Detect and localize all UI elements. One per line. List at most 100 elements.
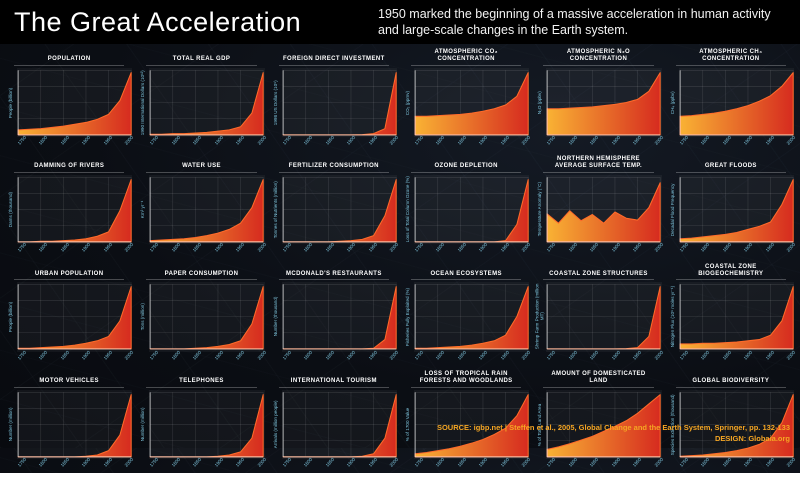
x-tick-label: 1800 <box>38 456 49 468</box>
chart-x-ticks: 1750 1800 1850 1900 1950 2000 <box>414 135 532 151</box>
x-tick-label: 2000 <box>785 456 797 468</box>
chart-title: Fertilizer Consumption <box>278 155 389 174</box>
x-tick-label: 1800 <box>435 135 446 146</box>
x-tick-label: 1950 <box>764 242 775 254</box>
area-chart <box>679 284 794 350</box>
chart-body: CO₂ (ppmv) <box>403 68 530 138</box>
x-tick-label: 1950 <box>234 456 246 468</box>
chart-plot-area <box>17 282 133 352</box>
chart-plot-area <box>546 175 662 245</box>
x-tick-label: 1750 <box>413 456 425 468</box>
area-chart <box>679 70 794 136</box>
page-subtitle: 1950 marked the beginning of a massive a… <box>378 6 771 37</box>
chart-cell: Northern Hemisphere Average Surface Temp… <box>535 155 664 258</box>
chart-body: Km³ yr⁻¹ <box>138 175 265 245</box>
chart-x-ticks: 1750 1800 1850 1900 1950 2000 <box>545 456 664 473</box>
x-tick-label: 1850 <box>588 135 600 146</box>
x-tick-label: 1950 <box>102 456 114 468</box>
chart-cell: Coastal Zone Biogeochemistry Nitrogen Fl… <box>668 262 796 365</box>
chart-cell: Atmospheric CO₂ Concentration CO₂ (ppmv)… <box>403 48 532 151</box>
x-tick-label: 1900 <box>610 135 621 146</box>
chart-title: McDonald's Restaurants <box>278 262 389 281</box>
chart-body: Shrimp Farm Production (million MT) <box>535 282 662 352</box>
x-tick-label: 1900 <box>742 456 754 468</box>
chart-body: People (billion) <box>6 68 133 138</box>
area-chart <box>546 284 662 350</box>
chart-body: Number (thousand) <box>271 282 397 352</box>
chart-body: Decadal Flood Frequency <box>668 175 794 245</box>
x-tick-label: 1750 <box>545 135 557 146</box>
chart-cell: Ocean Ecosystems Fisheries Fully Exploit… <box>403 262 532 366</box>
x-tick-label: 2000 <box>256 242 267 254</box>
chart-x-ticks: 1750 1800 1850 1900 1950 2000 <box>414 349 532 366</box>
x-tick-label: 1800 <box>699 349 711 361</box>
x-tick-label: 1850 <box>324 349 335 361</box>
chart-title: Ocean Ecosystems <box>411 262 522 281</box>
x-tick-label: 1950 <box>499 456 511 468</box>
chart-body: Loss of Total Column Ozone (%) <box>403 175 530 245</box>
x-tick-label: 1850 <box>59 242 71 254</box>
chart-x-ticks: 1750 1800 1850 1900 1950 2000 <box>17 456 135 473</box>
chart-body: Dams (thousand) <box>6 175 133 245</box>
x-tick-label: 2000 <box>653 242 664 254</box>
chart-cell: Water Use Km³ yr⁻¹ 1750 1800 1850 1900 1950 2… <box>138 155 266 258</box>
x-tick-label: 1750 <box>281 242 292 254</box>
chart-plot-area <box>281 175 397 245</box>
chart-x-ticks: 1750 1800 1850 1900 1950 2000 <box>546 242 664 258</box>
x-tick-label: 1750 <box>678 135 689 146</box>
area-chart <box>546 177 662 243</box>
chart-plot-area <box>149 389 265 459</box>
x-tick-label: 1750 <box>413 242 425 254</box>
x-tick-label: 2000 <box>256 135 267 146</box>
chart-x-ticks: 1750 1800 1850 1900 1950 2000 <box>149 349 267 366</box>
x-tick-label: 2000 <box>520 456 532 468</box>
chart-x-ticks: 1750 1800 1850 1900 1950 2000 <box>678 135 796 151</box>
x-tick-label: 1900 <box>81 135 92 146</box>
x-tick-label: 1900 <box>213 456 224 468</box>
x-tick-label: 1950 <box>764 135 775 146</box>
x-tick-label: 2000 <box>520 349 532 361</box>
x-tick-label: 1800 <box>567 349 579 361</box>
charts-grid: Population People (billion) 1750 1800 1850… <box>6 48 796 467</box>
chart-title: Total Real GDP <box>146 48 257 66</box>
x-tick-label: 1850 <box>721 135 732 146</box>
x-tick-label: 1900 <box>345 349 357 361</box>
chart-y-axis-label: CO₂ (ppmv) <box>405 90 411 115</box>
chart-cell: Ozone Depletion Loss of Total Column Ozo… <box>403 155 532 258</box>
chart-plot-area <box>546 282 662 352</box>
x-tick-label: 1800 <box>170 456 182 468</box>
x-tick-label: 1800 <box>435 349 446 361</box>
x-tick-label: 1750 <box>545 456 557 468</box>
x-tick-label: 1800 <box>38 135 49 146</box>
x-tick-label: 1800 <box>38 242 49 254</box>
x-tick-label: 1750 <box>678 456 689 468</box>
area-chart <box>414 177 529 243</box>
chart-y-axis-label: Dams (thousand) <box>8 192 14 228</box>
chart-title: Population <box>14 48 125 66</box>
chart-body: CH₄ (ppbv) <box>668 68 794 138</box>
chart-plot-area <box>678 68 794 138</box>
chart-title: Global Biodiversity <box>675 370 786 388</box>
chart-y-axis-label: Number (thousand) <box>272 297 278 337</box>
chart-x-ticks: 1750 1800 1850 1900 1950 2000 <box>413 242 532 258</box>
chart-cell: McDonald's Restaurants Number (thousand)… <box>271 262 399 365</box>
chart-title: Foreign Direct Investment <box>278 48 389 66</box>
chart-plot-area <box>281 389 397 459</box>
source-credit: SOURCE: igbp.net | Steffen et al., 2005,… <box>436 422 790 432</box>
chart-cell: Loss of Tropical Rain Forests and Woodla… <box>403 370 531 473</box>
x-tick-label: 1800 <box>170 135 182 146</box>
x-tick-label: 2000 <box>785 242 797 254</box>
x-tick-label: 1900 <box>345 135 357 146</box>
x-tick-label: 2000 <box>123 242 135 254</box>
x-tick-label: 1950 <box>102 349 114 361</box>
chart-body: Tonnes of Nutrients (million) <box>271 175 397 245</box>
x-tick-label: 2000 <box>388 242 400 254</box>
area-chart <box>17 391 132 458</box>
chart-plot-area <box>149 175 265 245</box>
chart-y-axis-label: CH₄ (ppbv) <box>669 91 675 115</box>
chart-plot-area <box>414 282 530 352</box>
x-tick-label: 1800 <box>567 456 579 468</box>
chart-body: Fisheries Fully Exploited (%) <box>403 282 530 352</box>
x-tick-label: 1750 <box>281 349 292 361</box>
x-tick-label: 1950 <box>631 349 643 361</box>
